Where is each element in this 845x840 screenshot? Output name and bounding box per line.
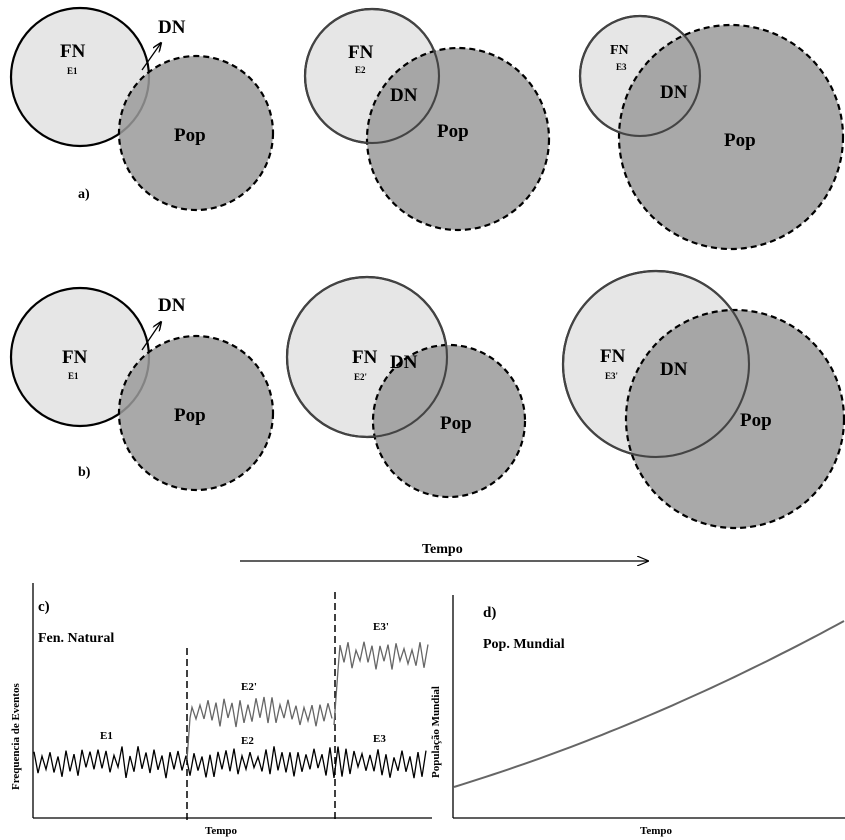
event-label: E2' [354, 372, 367, 382]
series-line-e2prime [186, 696, 333, 761]
row-a-group-1: FN E1 DN Pop a) [9, 6, 275, 212]
segment-label-e1: E1 [100, 730, 113, 742]
series-line-low [33, 746, 427, 779]
series-line-e3prime [333, 641, 429, 726]
fn-outline [579, 15, 701, 137]
dn-label: DN [158, 295, 186, 316]
panel-d-xlabel: Tempo [640, 825, 672, 837]
row-a-group-3: FN E3 DN Pop [578, 14, 845, 251]
pop-circle [365, 46, 551, 232]
event-label: E1 [68, 371, 79, 381]
panel-d-title: Pop. Mundial [483, 637, 565, 652]
dn-label: DN [158, 17, 186, 38]
dn-label: DN [390, 85, 418, 106]
population-trend-line [453, 620, 845, 788]
panel-c-ylabel: Frequencia de Eventos [10, 683, 22, 790]
time-label: Tempo [422, 542, 463, 557]
row-label-b: b) [78, 465, 91, 480]
dn-label: DN [660, 82, 688, 103]
fn-label: FN [60, 41, 86, 62]
pop-circle [371, 343, 527, 499]
fn-label: FN [348, 42, 374, 63]
segment-label-e3prime: E3' [373, 621, 389, 633]
panel-d-chart: d) Pop. Mundial Tempo População Mundial [430, 595, 845, 837]
row-a: FN E1 DN Pop a) FN E2 DN Pop FN E3 DN Po… [9, 6, 845, 251]
fn-outline [562, 270, 750, 458]
pop-label: Pop [740, 410, 772, 431]
panel-label-d: d) [483, 605, 496, 621]
dn-label: DN [390, 352, 418, 373]
fn-label: FN [610, 43, 629, 58]
panel-c-title: Fen. Natural [38, 631, 114, 646]
dn-arrow [141, 322, 161, 351]
event-label: E2 [355, 65, 366, 75]
pop-circle [117, 334, 275, 492]
row-b-group-1: FN E1 DN Pop b) [9, 286, 275, 492]
row-label-a: a) [78, 187, 90, 202]
time-arrow: Tempo [240, 542, 648, 561]
row-b-group-3: FN E3' DN Pop [561, 269, 845, 530]
panel-label-c: c) [38, 599, 50, 615]
pop-circle [617, 23, 845, 251]
event-label: E3 [616, 62, 627, 72]
event-label: E1 [67, 66, 78, 76]
row-b: FN E1 DN Pop b) FN E2' DN Pop FN E3' DN … [9, 269, 845, 530]
fn-outline [304, 8, 440, 144]
fn-outline [286, 276, 448, 438]
panel-c-chart: c) Fen. Natural E1 E2' E2 E3' E3 Tempo F… [10, 583, 432, 837]
event-label: E3' [605, 371, 618, 381]
segment-label-e3: E3 [373, 733, 386, 745]
row-b-group-2: FN E2' DN Pop [285, 275, 527, 499]
pop-label: Pop [440, 413, 472, 434]
panel-d-ylabel: População Mundial [430, 686, 442, 778]
row-a-group-2: FN E2 DN Pop [303, 7, 551, 232]
pop-circle [117, 54, 275, 212]
fn-label: FN [62, 347, 88, 368]
pop-label: Pop [174, 405, 206, 426]
segment-label-e2: E2 [241, 735, 254, 747]
pop-label: Pop [174, 125, 206, 146]
dn-arrow [141, 43, 161, 71]
panel-c-xlabel: Tempo [205, 825, 237, 837]
pop-circle [624, 308, 845, 530]
dn-label: DN [660, 359, 688, 380]
fn-label: FN [352, 347, 378, 368]
pop-label: Pop [724, 130, 756, 151]
segment-label-e2prime: E2' [241, 681, 257, 693]
pop-label: Pop [437, 121, 469, 142]
fn-label: FN [600, 346, 626, 367]
